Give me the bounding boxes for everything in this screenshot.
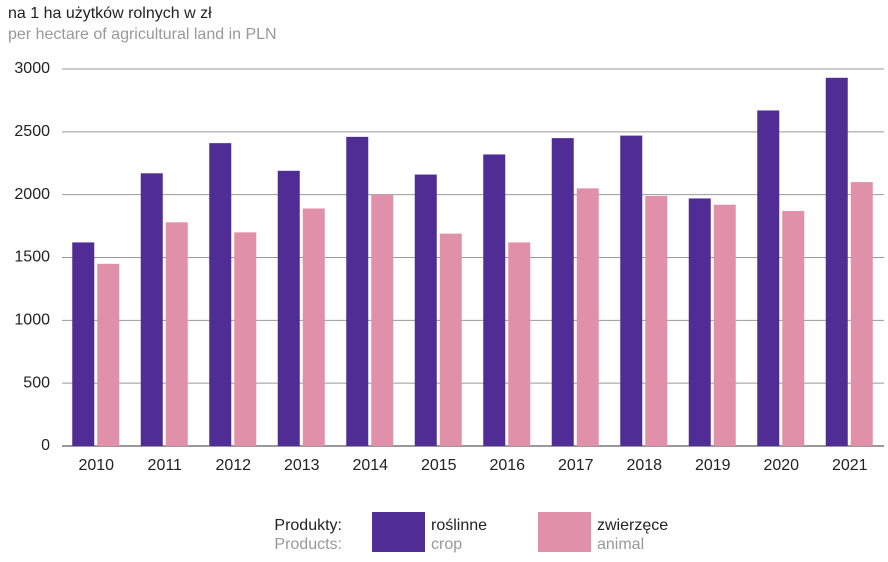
x-tick-label: 2014	[352, 457, 388, 474]
bar	[620, 135, 643, 446]
bar	[414, 174, 437, 446]
bar	[576, 188, 599, 446]
y-tick-label: 0	[41, 437, 50, 454]
bar	[757, 110, 780, 446]
bar	[72, 242, 95, 446]
x-tick-label: 2010	[78, 457, 114, 474]
bar	[551, 138, 574, 446]
legend-title: Produkty:	[274, 517, 342, 534]
x-tick-label: 2019	[695, 457, 731, 474]
legend-swatch	[538, 512, 591, 552]
y-tick-label: 2000	[14, 186, 50, 203]
y-tick-label: 1500	[14, 249, 50, 266]
x-tick-label: 2021	[832, 457, 868, 474]
chart-subtitle: per hectare of agricultural land in PLN	[8, 26, 277, 43]
bar	[850, 182, 873, 446]
bar	[825, 77, 848, 447]
bar	[277, 170, 300, 447]
y-tick-label: 1000	[14, 312, 50, 329]
bar	[439, 233, 462, 446]
legend-label: roślinne	[431, 517, 487, 534]
bar	[97, 263, 120, 446]
x-tick-label: 2015	[421, 457, 457, 474]
bar	[508, 242, 531, 446]
chart-title: na 1 ha użytków rolnych w zł	[8, 5, 212, 22]
bar	[483, 154, 506, 446]
bar	[371, 194, 394, 446]
bar	[713, 204, 736, 446]
legend-title-en: Products:	[274, 536, 342, 553]
bar	[140, 173, 163, 446]
y-tick-label: 2500	[14, 123, 50, 140]
bar	[688, 198, 711, 446]
x-tick-label: 2012	[215, 457, 251, 474]
bar	[209, 143, 232, 447]
bar	[645, 195, 668, 446]
bar	[346, 136, 369, 447]
x-tick-label: 2013	[284, 457, 320, 474]
x-tick-label: 2020	[763, 457, 799, 474]
bar	[782, 211, 805, 446]
legend-swatch	[372, 512, 425, 552]
x-tick-label: 2017	[558, 457, 594, 474]
legend-label: zwierzęce	[597, 517, 668, 534]
legend-label-en: crop	[431, 536, 462, 553]
x-tick-label: 2011	[148, 457, 183, 474]
bar	[234, 232, 257, 446]
bar	[165, 222, 188, 446]
x-tick-label: 2018	[626, 457, 662, 474]
x-tick-label: 2016	[489, 457, 525, 474]
legend-label-en: animal	[597, 536, 644, 553]
y-tick-label: 500	[23, 374, 50, 391]
bar	[302, 208, 325, 446]
y-tick-label: 3000	[14, 60, 50, 77]
